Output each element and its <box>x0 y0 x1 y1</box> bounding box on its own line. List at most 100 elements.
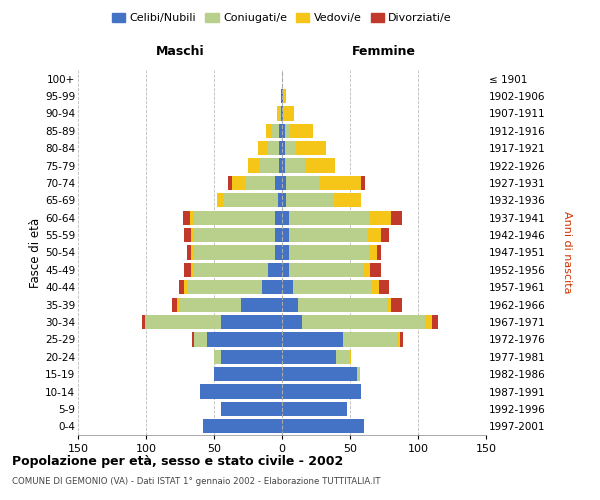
Bar <box>241 298 282 312</box>
Bar <box>194 246 275 260</box>
Bar <box>268 141 279 156</box>
Bar <box>277 106 279 120</box>
Bar <box>217 193 224 208</box>
Bar <box>282 332 343 346</box>
Y-axis label: Anni di nascita: Anni di nascita <box>562 211 572 294</box>
Bar <box>372 280 379 294</box>
Bar <box>391 210 401 225</box>
Bar <box>214 350 221 364</box>
Bar <box>285 158 305 172</box>
Bar <box>194 332 207 346</box>
Bar <box>221 315 282 329</box>
Bar <box>194 210 275 225</box>
Bar <box>278 193 282 208</box>
Bar <box>302 315 425 329</box>
Bar <box>200 384 282 398</box>
Bar <box>177 298 180 312</box>
Bar <box>279 158 282 172</box>
Bar <box>337 350 350 364</box>
Bar <box>282 367 357 382</box>
Bar <box>286 193 334 208</box>
Bar <box>289 228 368 242</box>
Bar <box>282 246 289 260</box>
Bar <box>400 332 403 346</box>
Bar <box>368 228 381 242</box>
Bar <box>285 141 296 156</box>
Bar <box>142 315 145 329</box>
Bar <box>282 210 289 225</box>
Bar <box>387 298 391 312</box>
Bar <box>282 158 285 172</box>
Bar <box>214 367 282 382</box>
Bar <box>282 193 286 208</box>
Bar <box>305 158 335 172</box>
Bar <box>207 332 282 346</box>
Text: Popolazione per età, sesso e stato civile - 2002: Popolazione per età, sesso e stato civil… <box>12 455 343 468</box>
Bar <box>275 228 282 242</box>
Bar <box>320 176 361 190</box>
Bar <box>370 210 391 225</box>
Bar <box>283 106 294 120</box>
Bar <box>381 228 389 242</box>
Bar <box>191 228 194 242</box>
Bar <box>190 210 194 225</box>
Bar <box>282 350 337 364</box>
Bar <box>350 350 352 364</box>
Bar <box>298 298 387 312</box>
Bar <box>398 332 400 346</box>
Bar <box>281 106 282 120</box>
Bar <box>191 263 194 277</box>
Bar <box>146 315 221 329</box>
Bar <box>187 246 191 260</box>
Bar <box>282 402 347 416</box>
Bar <box>279 124 282 138</box>
Bar <box>425 315 431 329</box>
Text: Femmine: Femmine <box>352 45 416 58</box>
Bar <box>279 106 281 120</box>
Bar <box>370 263 381 277</box>
Bar <box>286 176 320 190</box>
Bar <box>282 176 286 190</box>
Bar <box>232 176 245 190</box>
Bar <box>282 106 283 120</box>
Bar <box>282 263 289 277</box>
Bar <box>145 315 146 329</box>
Bar <box>183 210 190 225</box>
Bar <box>282 384 361 398</box>
Bar <box>266 124 272 138</box>
Bar <box>221 350 282 364</box>
Legend: Celibi/Nubili, Coniugati/e, Vedovi/e, Divorziati/e: Celibi/Nubili, Coniugati/e, Vedovi/e, Di… <box>107 8 457 28</box>
Bar <box>379 280 389 294</box>
Y-axis label: Fasce di età: Fasce di età <box>29 218 42 288</box>
Bar <box>192 332 194 346</box>
Bar <box>334 193 361 208</box>
Bar <box>289 210 370 225</box>
Bar <box>282 280 293 294</box>
Bar <box>180 298 241 312</box>
Bar <box>370 246 377 260</box>
Bar <box>279 141 282 156</box>
Bar <box>283 89 286 103</box>
Bar <box>282 141 285 156</box>
Bar <box>361 176 365 190</box>
Bar <box>184 280 187 294</box>
Bar <box>282 228 289 242</box>
Bar <box>272 124 279 138</box>
Bar <box>275 210 282 225</box>
Bar <box>191 246 194 260</box>
Bar <box>289 263 364 277</box>
Bar <box>282 298 298 312</box>
Bar <box>194 228 275 242</box>
Text: Maschi: Maschi <box>155 45 205 58</box>
Bar <box>282 419 364 434</box>
Bar <box>187 280 262 294</box>
Bar <box>296 141 326 156</box>
Bar <box>377 246 381 260</box>
Bar <box>285 124 289 138</box>
Bar <box>184 228 191 242</box>
Bar <box>275 176 282 190</box>
Bar <box>282 315 302 329</box>
Bar <box>293 280 372 294</box>
Bar <box>391 298 401 312</box>
Bar <box>275 246 282 260</box>
